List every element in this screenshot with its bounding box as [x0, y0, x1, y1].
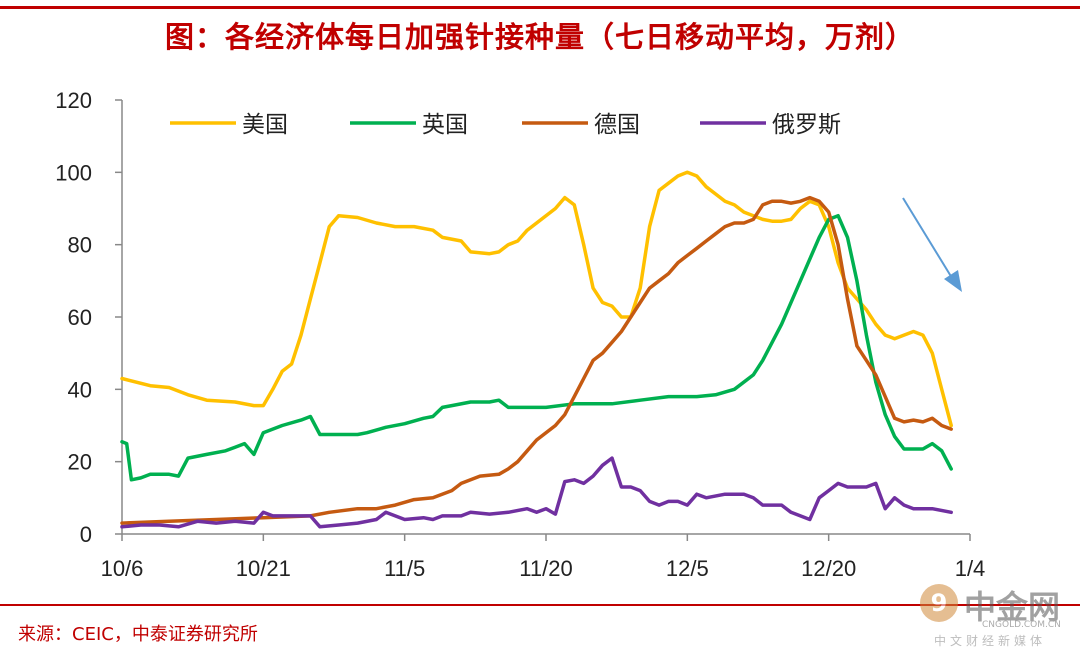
y-tick-label: 20	[68, 450, 92, 475]
x-tick-label: 10/6	[101, 556, 144, 581]
series-line-0	[120, 170, 953, 428]
arrow-shaft	[902, 197, 953, 279]
series-line-1	[120, 213, 953, 482]
legend: 美国 英国 德国 俄罗斯	[170, 112, 841, 138]
y-tick-label: 100	[55, 160, 92, 185]
chart-title: 图：各经济体每日加强针接种量（七日移动平均，万剂）	[164, 20, 915, 54]
series-line-3	[120, 456, 953, 529]
legend-label-2: 德国	[594, 112, 640, 138]
legend-label-3: 俄罗斯	[772, 112, 841, 138]
line-chart: 0 20 40 60 80 100 120 10/6 10/21 11/5 11/20 12/5 12/…	[55, 88, 985, 581]
top-rule	[0, 6, 1080, 9]
down-arrow-annotation	[902, 197, 962, 292]
watermark-tagline: 中文财经新媒体	[934, 634, 1047, 648]
watermark: 9 中金网 CNGOLD.COM.CN 中文财经新媒体	[920, 580, 1070, 650]
x-tick-label: 10/21	[236, 556, 291, 581]
watermark-logo-icon: 9	[920, 584, 958, 622]
bottom-rule	[0, 604, 1080, 606]
arrow-head	[944, 270, 962, 292]
x-tick-label: 11/5	[384, 556, 425, 581]
y-tick-label: 120	[55, 88, 92, 113]
y-tick-label: 40	[68, 377, 92, 402]
x-tick-label: 1/4	[955, 556, 986, 581]
axes: 0 20 40 60 80 100 120 10/6 10/21 11/5 11/20 12/5 12/…	[55, 88, 985, 581]
y-tick-label: 0	[80, 522, 92, 547]
legend-label-1: 英国	[422, 112, 468, 138]
x-tick-label: 11/20	[519, 556, 572, 581]
series-lines	[120, 170, 953, 529]
source-note: 来源：CEIC，中泰证券研究所	[18, 624, 258, 645]
series-line-2	[120, 195, 953, 525]
watermark-url: CNGOLD.COM.CN	[982, 620, 1061, 630]
y-tick-label: 80	[68, 233, 92, 258]
y-tick-label: 60	[68, 305, 92, 330]
x-tick-label: 12/5	[666, 556, 709, 581]
watermark-brand: 中金网	[964, 588, 1061, 626]
x-tick-label: 12/20	[801, 556, 856, 581]
legend-label-0: 美国	[242, 112, 288, 138]
